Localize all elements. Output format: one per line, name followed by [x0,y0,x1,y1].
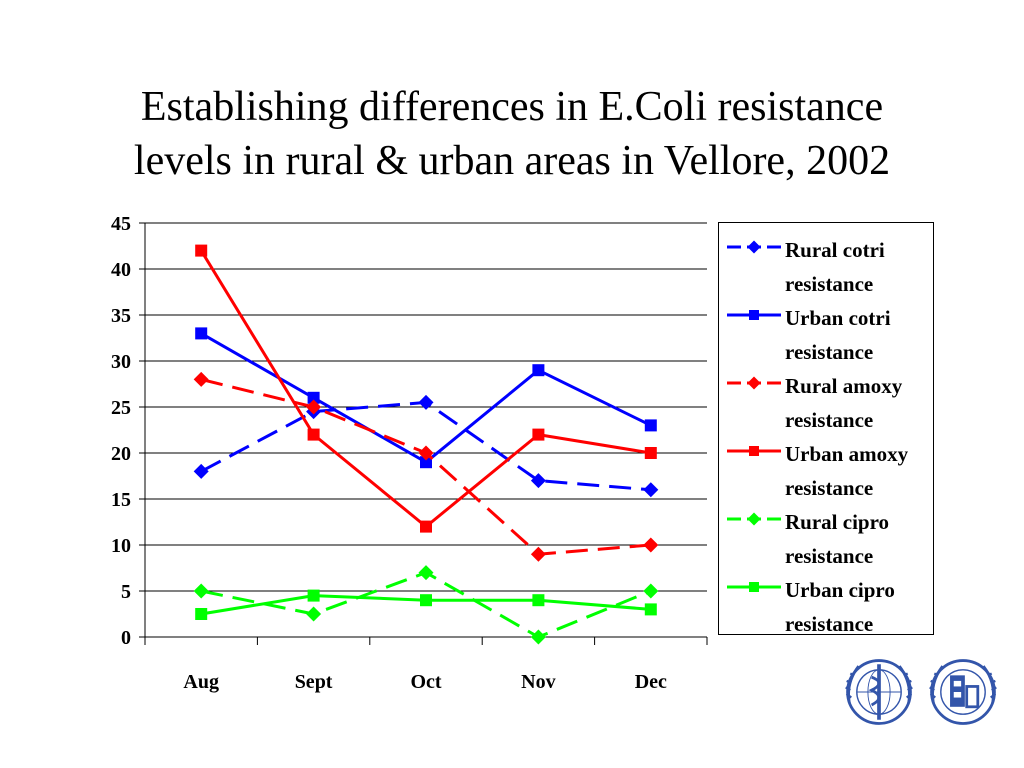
data-point [530,473,546,489]
data-point [418,445,434,461]
legend-swatch [727,240,781,254]
legend-label: Rural amoxy resistance [785,374,903,432]
legend-item-rural-cotri: Rural cotri resistance [725,227,931,296]
legend-item-rural-amoxy: Rural amoxy resistance [725,363,931,432]
data-point [532,428,545,441]
data-point [306,399,322,415]
gridlines [145,222,707,592]
slide-title: Establishing differences in E.Coli resis… [60,80,964,188]
legend-swatch [727,446,781,456]
y-tick-label: 25 [111,397,131,419]
y-tick-label: 45 [111,213,131,235]
data-point [643,482,659,498]
x-tick-label: Dec [635,671,667,693]
chart-legend: Rural cotri resistance Urban cotri resista… [718,222,934,636]
x-tick-label: Aug [183,671,219,693]
x-tick-label: Oct [410,671,441,693]
x-tick-label: Nov [521,671,555,693]
legend-label: Urban amoxy resistance [785,442,909,500]
data-point [644,419,657,432]
series-urban-amoxy-resistance [195,244,657,533]
title-line-1: Establishing differences in E.Coli resis… [140,84,884,130]
data-point [193,371,209,387]
data-point [532,594,545,607]
series-group [193,244,659,645]
y-tick-label: 10 [111,535,131,557]
y-tick-label: 35 [111,305,131,327]
data-point [193,583,209,599]
legend-marker [747,376,761,390]
data-point [195,608,208,620]
legend-marker [747,240,761,254]
legend-swatch [727,582,781,592]
y-tick-label: 40 [111,259,131,281]
series-rural-amoxy-resistance [193,371,659,562]
legend-swatch [727,376,781,390]
y-tick-label: 15 [111,489,131,511]
legend-item-urban-cotri: Urban cotri resistance [725,295,931,364]
data-point [532,364,545,377]
legend-item-urban-cipro: Urban cipro resistance [725,567,931,636]
y-tick-label: 20 [111,443,131,465]
y-tick-label: 0 [121,627,131,649]
data-point [420,456,432,469]
axes: 0 5 10 15 20 25 30 35 40 45 Aug Sept Oct Nov Dec [111,213,708,693]
data-point [307,589,320,602]
series-urban-cotri-resistance [195,327,657,469]
title-line-2: levels in rural & urban areas in Vellore… [133,138,891,184]
data-point [420,594,432,607]
series-rural-cotri-resistance [193,394,659,498]
legend-marker [749,310,759,320]
y-tick-label: 30 [111,351,131,373]
legend-swatch [727,512,781,526]
legend-marker [747,512,761,526]
data-point [530,546,546,562]
data-point [418,394,434,410]
legend-label: Urban cotri resistance [785,306,891,364]
legend-label: Rural cotri resistance [785,238,885,296]
legend-swatch [727,310,781,320]
data-point [644,447,657,459]
legend-label: Rural cipro resistance [785,510,890,568]
data-point [195,327,208,340]
who-searo-emblem-icon [929,659,997,725]
series-rural-cipro-resistance [193,565,659,645]
data-point [193,463,209,479]
series-urban-cipro-resistance [195,589,657,620]
data-point [530,629,546,645]
legend-item-urban-amoxy: Urban amoxy resistance [725,431,931,500]
data-point [644,603,657,616]
legend-item-rural-cipro: Rural cipro resistance [725,499,931,568]
data-point [306,606,322,622]
legend-marker [749,446,759,456]
data-point [307,428,320,441]
y-tick-label: 5 [121,581,131,603]
legend-marker [749,582,759,592]
data-point [418,565,434,581]
data-point [420,520,432,533]
x-tick-label: Sept [295,671,333,693]
data-point [195,244,208,257]
legend-label: Urban cipro resistance [785,578,895,636]
data-point [307,391,320,404]
data-point [643,537,659,553]
who-emblem-icon [845,659,913,725]
data-point [643,583,659,599]
